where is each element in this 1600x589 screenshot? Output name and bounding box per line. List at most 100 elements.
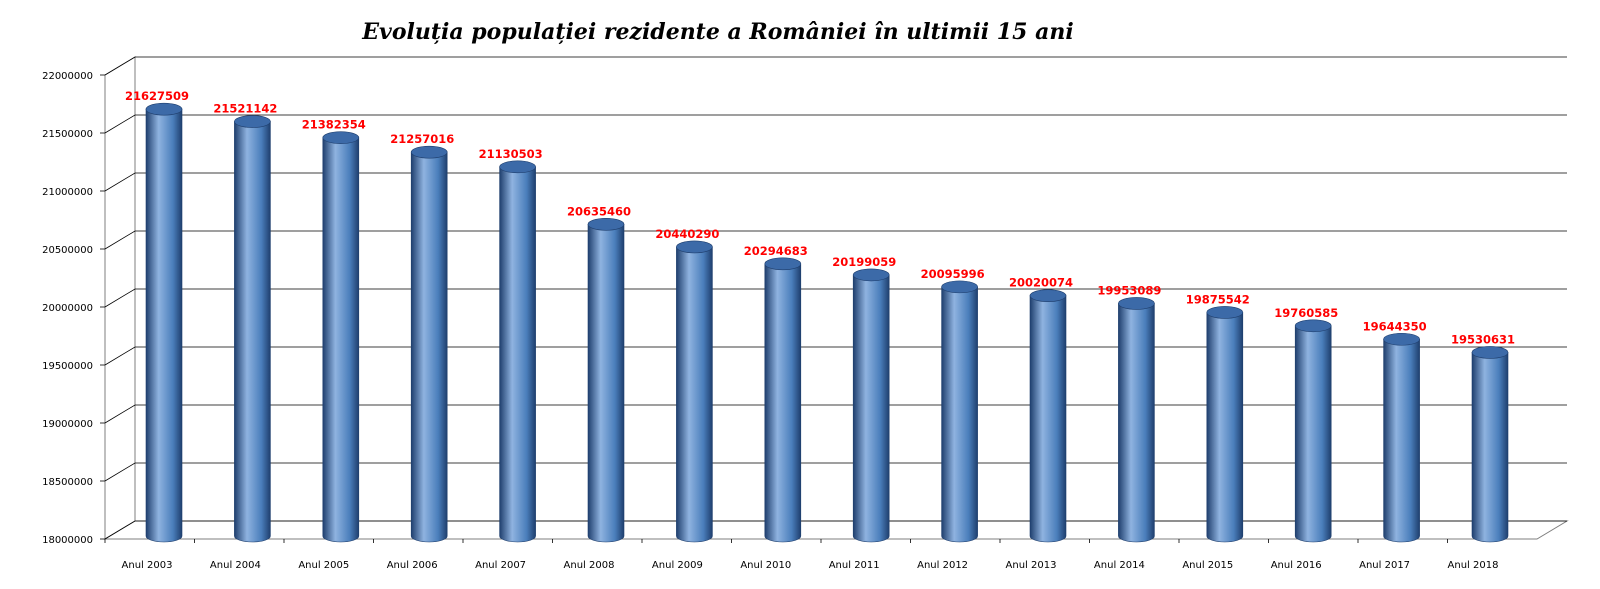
data-labels: 21627509 21521142 21382354 21257016 21130503… [125,89,1515,346]
category-label: Anul 2015 [1182,560,1233,571]
category-label: Anul 2009 [652,560,703,571]
bar-top [410,145,448,159]
data-label: 20635460 [567,204,631,218]
category-label: Anul 2013 [1006,560,1057,571]
bars [145,102,1509,543]
data-label: 19760585 [1274,306,1338,320]
bar [676,240,713,543]
bar [234,115,271,543]
bar-body [1294,325,1332,543]
bar-body [1471,352,1509,543]
data-label: 20294683 [744,244,808,258]
category-label: Anul 2006 [387,560,438,571]
data-label: 21627509 [125,89,189,103]
data-label: 19875542 [1186,292,1250,306]
category-label: Anul 2014 [1094,560,1145,571]
category-label: Anul 2007 [475,560,526,571]
bar-body [1206,312,1244,543]
category-label: Anul 2005 [298,560,349,571]
gridline [104,56,1567,76]
gridlines [100,56,1567,540]
category-label: Anul 2008 [564,560,615,571]
bar [499,160,536,543]
bar-top [499,160,536,174]
data-label: 21130503 [479,147,543,161]
bar-body [410,151,448,543]
bar [1118,297,1155,543]
bar-body [145,108,183,543]
bar-body [587,223,625,543]
bar [1294,319,1332,543]
bar-top [1471,346,1509,359]
data-label: 20199059 [832,255,896,269]
data-label: 21521142 [213,102,277,116]
bar-top [1206,306,1244,319]
gridline [104,114,1567,134]
y-tick-label: 22000000 [42,71,93,82]
bar-top [676,240,713,254]
bar-body [852,274,890,543]
bar [410,145,448,543]
data-label: 19530631 [1451,332,1515,346]
category-label: Anul 2017 [1359,560,1410,571]
y-tick-label: 18500000 [42,477,93,488]
bar-body [234,121,271,543]
category-label: Anul 2010 [740,560,791,571]
chart-title: Evoluția populației rezidente a României… [361,19,1073,45]
bar-top [1029,289,1067,302]
data-label: 20095996 [921,267,985,281]
bar-top [587,217,625,231]
gridline [104,404,1567,424]
bar-top [852,268,890,282]
bar [145,102,183,543]
bar [1206,306,1244,543]
bar-top [234,115,271,128]
data-label: 19953089 [1097,283,1161,297]
bar-body [676,246,713,543]
bar-body [1383,338,1420,543]
category-label: Anul 2011 [829,560,880,571]
data-label: 20020074 [1009,276,1073,290]
category-label: Anul 2018 [1448,560,1499,571]
gridline [104,230,1567,250]
bar [1029,289,1067,543]
y-tick-label: 19000000 [42,419,93,430]
y-tick-label: 18000000 [42,535,93,546]
gridline [104,346,1567,366]
bar-body [499,166,536,543]
bar-body [941,286,978,543]
bar-top [322,131,360,144]
y-tick-label: 19500000 [42,361,93,372]
data-label: 20440290 [655,227,719,241]
category-label: Anul 2012 [917,560,968,571]
bar-body [764,263,802,543]
category-label: Anul 2016 [1271,560,1322,571]
x-axis-category-labels: Anul 2003 Anul 2004 Anul 2005 Anul 2006 Anul… [104,539,1499,571]
data-label: 21257016 [390,132,454,146]
bar [941,280,978,543]
category-label: Anul 2003 [122,560,173,571]
bar-body [322,137,360,543]
bar [1383,332,1420,543]
y-tick-label: 21000000 [42,187,93,198]
bar [587,217,625,543]
bar-top [1118,297,1155,310]
bar [764,257,802,543]
category-label: Anul 2004 [210,560,261,571]
bar-body [1118,303,1155,543]
y-tick-label: 20000000 [42,303,93,314]
gridline [104,520,1567,540]
bar-top [145,102,183,116]
bar [322,131,360,543]
bar-top [1294,319,1332,333]
bar-body [1029,295,1067,543]
y-tick-label: 21500000 [42,129,93,140]
y-tick-label: 20500000 [42,245,93,256]
y-axis-tick-labels: 18000000 18500000 19000000 19500000 20000000… [42,71,93,546]
bar [1471,346,1509,543]
data-label: 19644350 [1363,319,1427,333]
gridline [104,462,1567,482]
gridline [104,288,1567,308]
